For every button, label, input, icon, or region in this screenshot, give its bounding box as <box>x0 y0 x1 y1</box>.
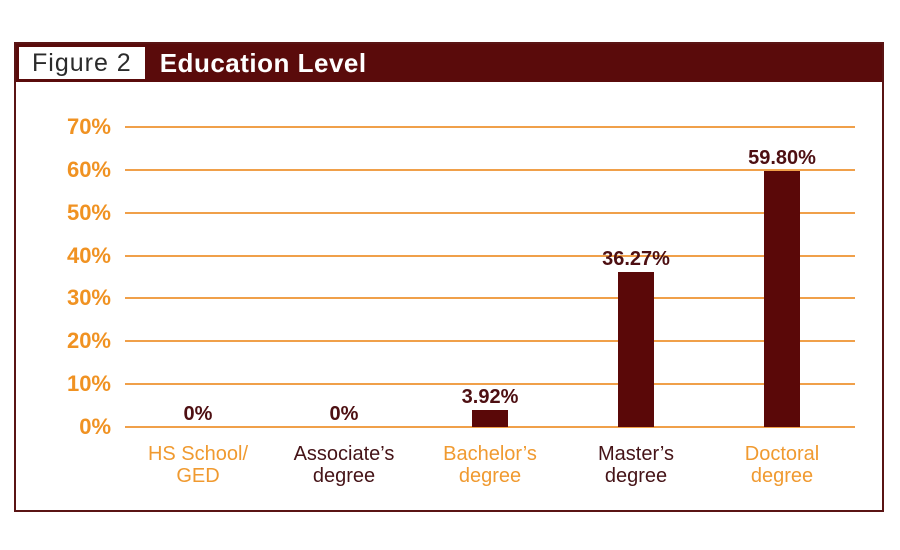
x-axis-category-label: HS School/ GED <box>147 443 249 487</box>
y-axis-tick-label: 70% <box>66 114 111 139</box>
y-axis-tick-label: 40% <box>66 242 111 268</box>
x-axis-category-label: Master’s degree <box>598 443 674 487</box>
figure-number-label: Figure 2 <box>19 47 145 79</box>
figure-panel: Figure 2 Education Level 0% 10% 20% 30% 40% 5… <box>14 42 884 512</box>
figure-title: Education Level <box>159 47 367 78</box>
y-axis-tick-label: 30% <box>66 285 111 311</box>
y-axis-tick-label: 60% <box>66 156 111 182</box>
x-axis-category-label: Bachelor’s degree <box>443 443 537 487</box>
bar <box>472 410 508 427</box>
gridline-20% <box>125 340 855 343</box>
bar-value-label: 59.80% <box>748 147 816 169</box>
bar <box>764 171 800 427</box>
bar-value-label: 36.27% <box>602 248 670 270</box>
gridline-10% <box>125 383 855 386</box>
bar-value-label: 0% <box>183 403 213 425</box>
gridline-0% <box>125 426 855 428</box>
y-axis-tick-label: 10% <box>66 371 111 397</box>
gridline-70% <box>125 126 855 128</box>
gridline-60% <box>125 168 855 171</box>
bar-value-label: 3.92% <box>461 386 519 408</box>
bar-value-label: 0% <box>329 403 359 425</box>
gridline-40% <box>125 254 855 257</box>
bar-chart: 0% 10% 20% 30% 40% 50% 60% 70% 0% HS School/ GED 0… <box>16 82 882 510</box>
figure-header-banner: Figure 2 Education Level <box>16 44 882 82</box>
y-axis-tick-label: 50% <box>66 199 111 225</box>
bar <box>618 272 654 427</box>
y-axis-tick-label: 0% <box>79 414 111 439</box>
x-axis-category-label: Associate’s degree <box>293 443 395 487</box>
y-axis-tick-label: 20% <box>66 328 111 354</box>
x-axis-category-label: Doctoral degree <box>744 443 820 487</box>
gridline-30% <box>125 297 855 300</box>
gridline-50% <box>125 211 855 214</box>
